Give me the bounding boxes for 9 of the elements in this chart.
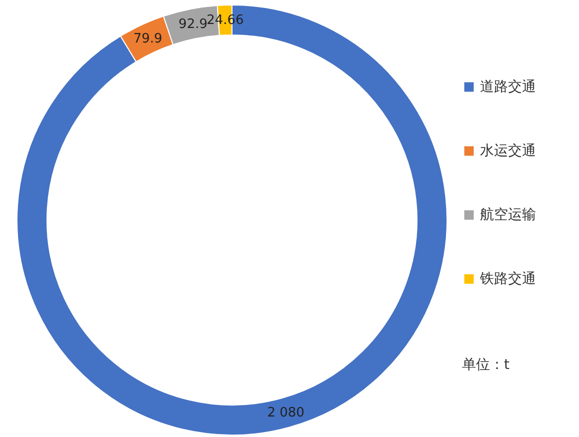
legend-label: 铁路交通 (479, 271, 536, 287)
data-label: 79.9 (133, 32, 162, 47)
text: 单位：t (462, 357, 510, 373)
legend-label: 航空运输 (480, 207, 536, 223)
legend-label: 道路交通 (480, 79, 536, 95)
data-label: 24.66 (206, 13, 244, 28)
legend-label: 水运交通 (480, 143, 536, 159)
data-label: 2 080 (267, 406, 304, 421)
data-label: 92.9 (178, 16, 208, 32)
